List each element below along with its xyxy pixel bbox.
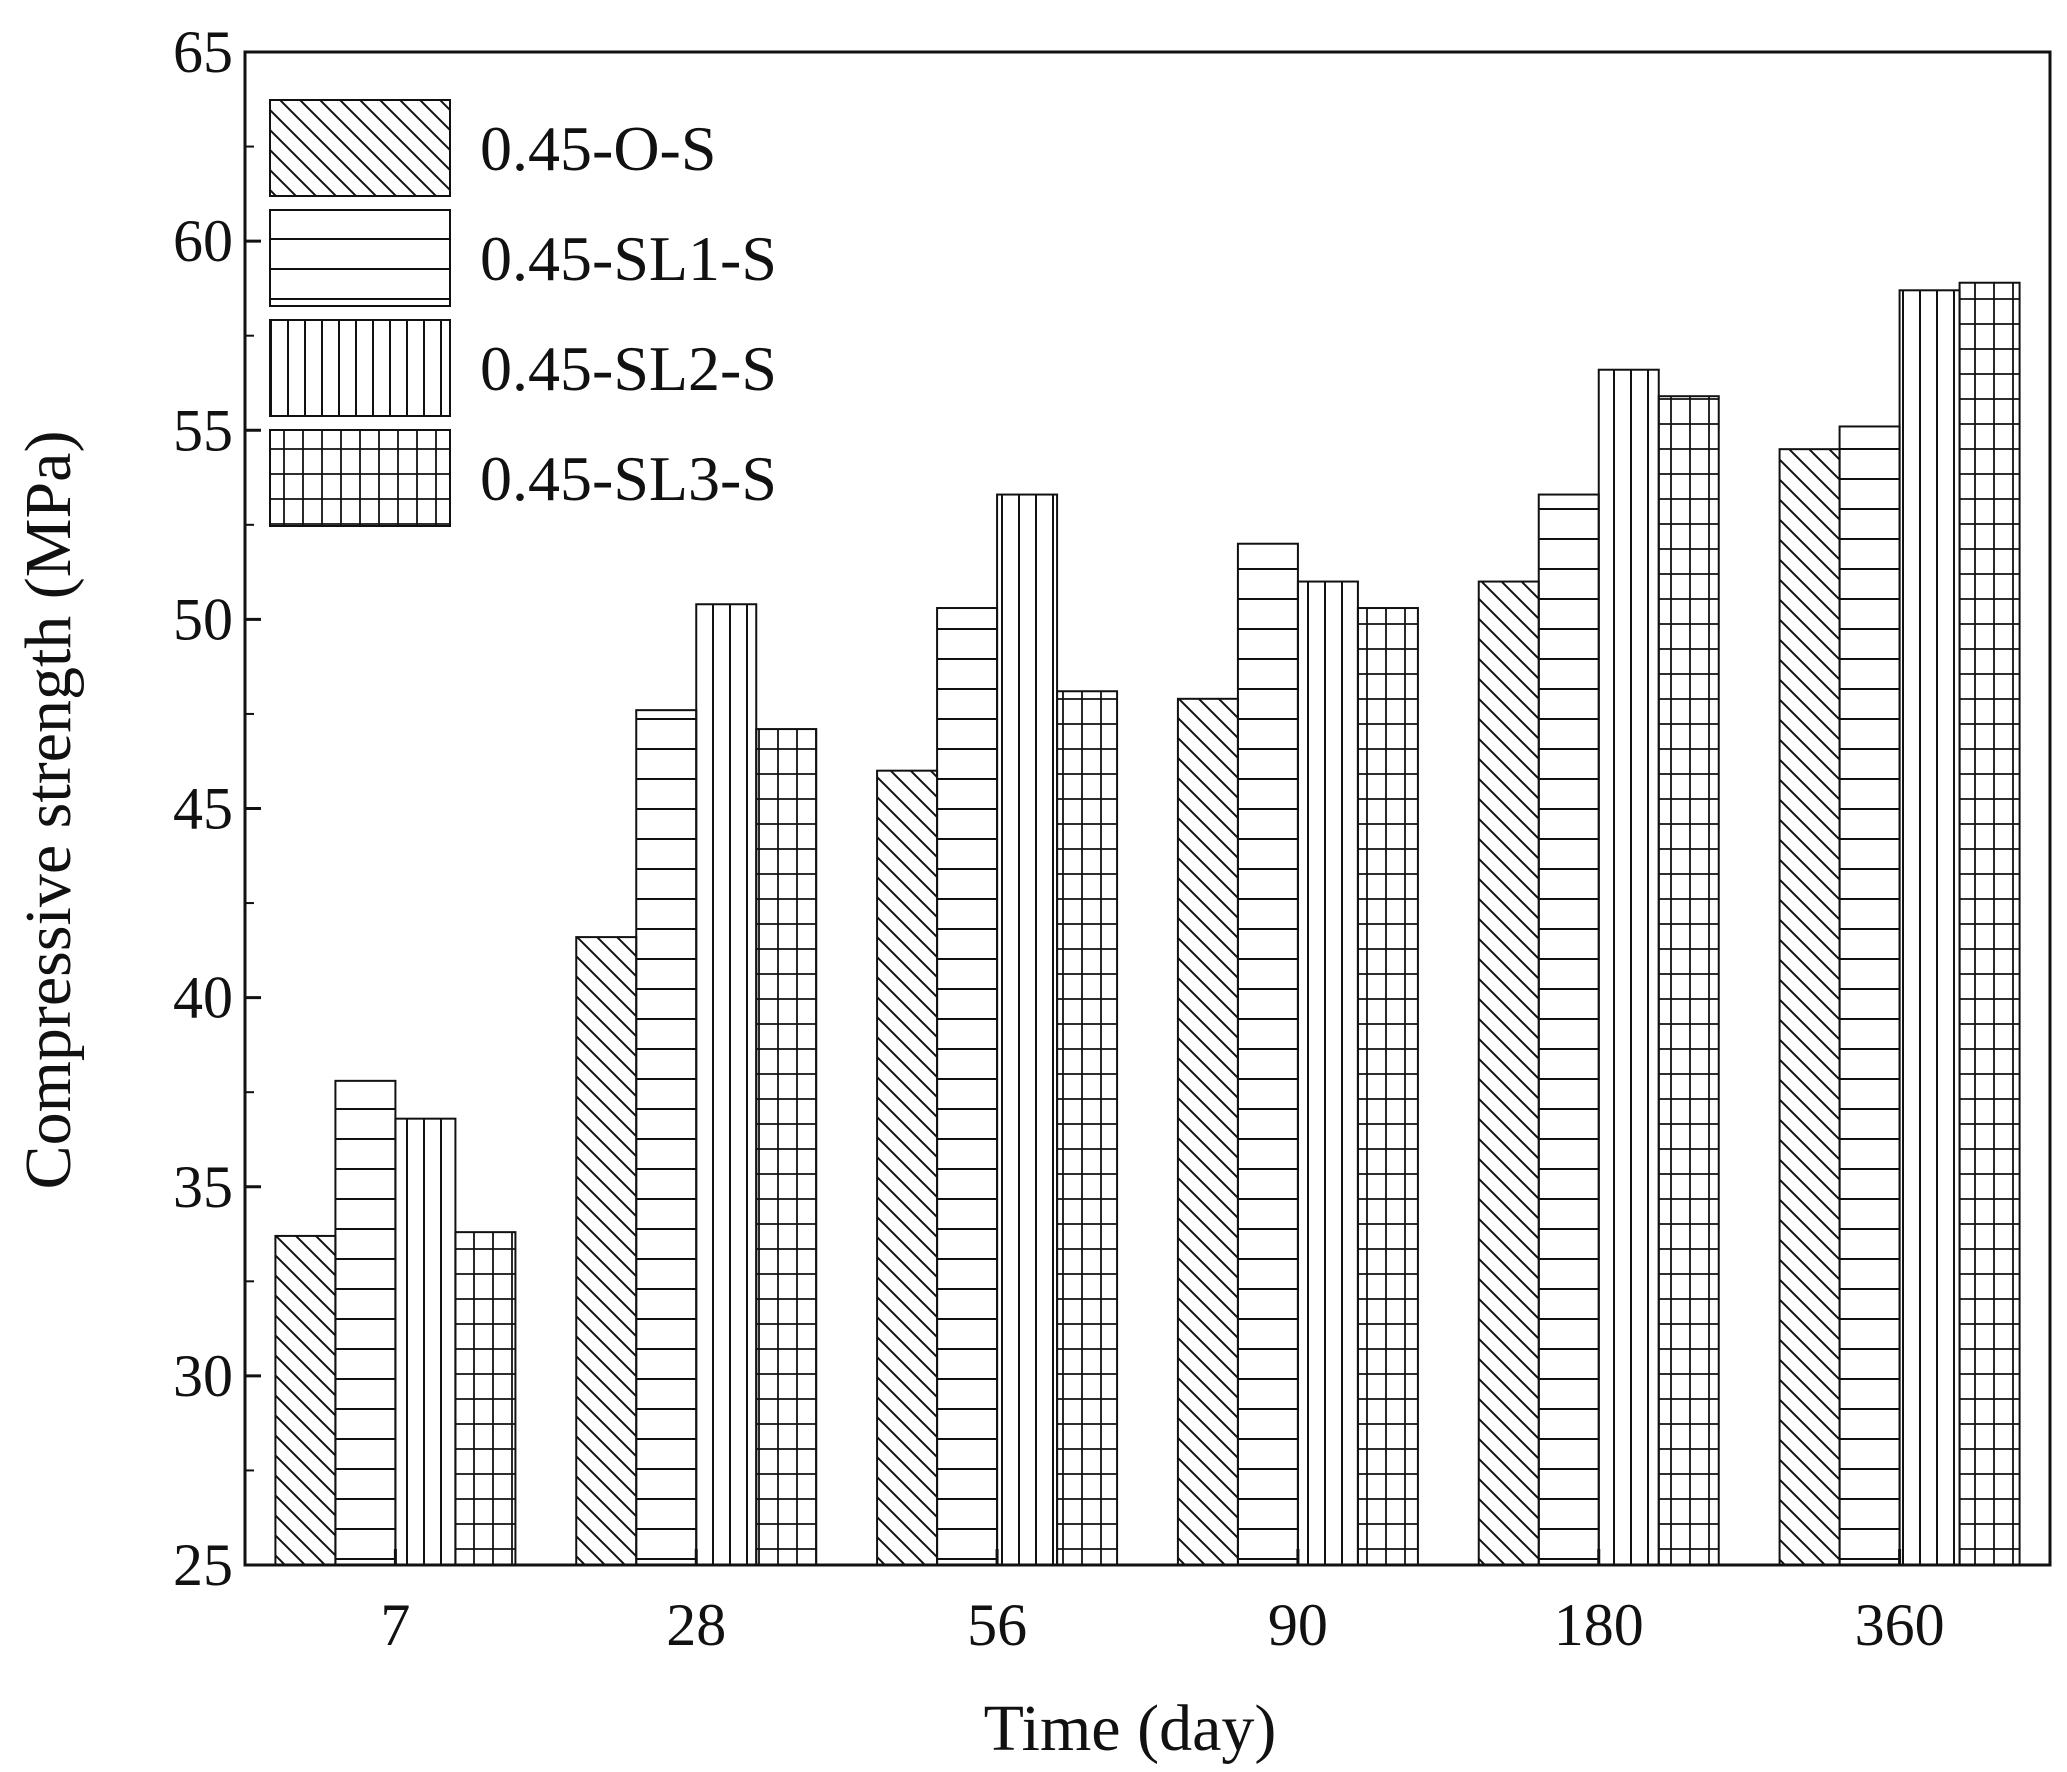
y-tick-label: 65: [173, 19, 233, 85]
bar-0.45-SL3-S-56: [1056, 690, 1119, 1566]
y-tick-label: 55: [173, 397, 233, 463]
x-tick-label: 180: [1554, 1592, 1644, 1658]
bar-0.45-O-S-7: [274, 1234, 337, 1566]
y-tick-label: 35: [173, 1154, 233, 1220]
legend-label: 0.45-SL2-S: [480, 333, 777, 404]
bar-0.45-O-S-28: [575, 936, 638, 1566]
plot-frame: [243, 50, 2052, 1567]
axes-layer: 7 28 56 90 180 360 25 30 35 40 45 50 55 60 65: [173, 19, 2052, 1658]
bar-0.45-SL1-S-180: [1537, 493, 1600, 1566]
legend-swatch-0.45-SL2-S: [269, 319, 451, 417]
bar-0.45-O-S-180: [1477, 580, 1540, 1566]
legend-swatch-0.45-O-S: [269, 99, 451, 197]
x-tick-label: 360: [1855, 1592, 1945, 1658]
x-tick-label: 28: [666, 1592, 726, 1658]
y-tick-label: 50: [173, 586, 233, 652]
bar-0.45-SL1-S-28: [635, 709, 698, 1566]
bar-0.45-SL2-S-90: [1296, 580, 1359, 1566]
bar-0.45-SL3-S-7: [454, 1231, 517, 1566]
legend-label: 0.45-SL3-S: [480, 443, 777, 514]
bar-0.45-SL3-S-28: [755, 728, 818, 1566]
legend-swatch-0.45-SL1-S: [269, 209, 451, 307]
bar-0.45-SL2-S-28: [695, 603, 758, 1566]
x-tick-label: 7: [380, 1592, 410, 1658]
bar-0.45-SL2-S-360: [1898, 289, 1961, 1566]
bar-0.45-SL1-S-7: [334, 1079, 397, 1566]
bar-0.45-SL1-S-360: [1838, 425, 1901, 1566]
x-tick-label: 90: [1268, 1592, 1328, 1658]
y-tick-label: 60: [173, 208, 233, 274]
bar-0.45-SL1-S-90: [1236, 542, 1299, 1566]
bar-0.45-O-S-90: [1176, 697, 1239, 1566]
bar-0.45-SL3-S-360: [1958, 281, 2021, 1566]
bar-0.45-SL2-S-180: [1597, 368, 1660, 1567]
legend-label: 0.45-SL1-S: [480, 223, 777, 294]
y-tick-label: 45: [173, 776, 233, 842]
bar-0.45-O-S-360: [1778, 448, 1841, 1567]
legend-swatch-0.45-SL3-S: [269, 429, 451, 527]
bar-0.45-SL1-S-56: [936, 607, 999, 1566]
y-tick-label: 30: [173, 1343, 233, 1409]
bars-layer: [274, 281, 2021, 1567]
legend-label: 0.45-O-S: [480, 113, 716, 184]
bar-0.45-SL3-S-90: [1356, 607, 1419, 1566]
bar-0.45-SL2-S-7: [394, 1117, 457, 1567]
y-tick-label: 40: [173, 965, 233, 1031]
y-tick-label: 25: [173, 1532, 233, 1598]
bar-0.45-SL3-S-180: [1657, 395, 1720, 1566]
y-axis-label: Compressive strength (MPa): [12, 431, 85, 1190]
x-axis-label: Time (day): [984, 1692, 1277, 1765]
bar-0.45-O-S-56: [876, 769, 939, 1566]
bar-0.45-SL2-S-56: [996, 493, 1059, 1566]
x-tick-label: 56: [967, 1592, 1027, 1658]
legend: 0.45-O-S 0.45-SL1-S 0.45-SL2-S 0.45-SL3-S: [269, 99, 777, 527]
